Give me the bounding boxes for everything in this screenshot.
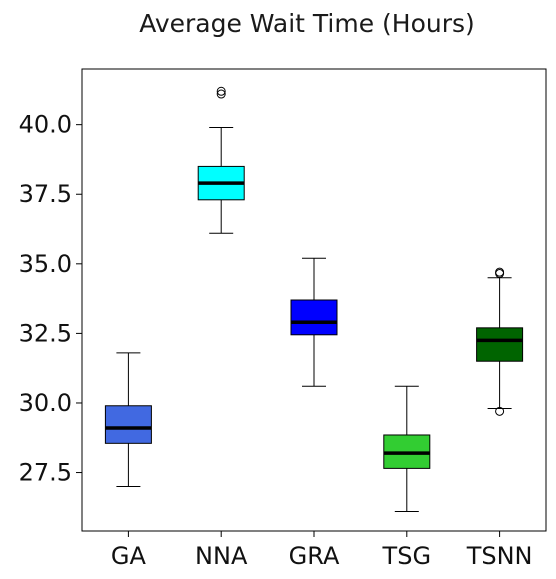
box: [290, 299, 338, 336]
outlier-point: [495, 267, 505, 277]
y-tick-label: 30.0: [19, 389, 72, 417]
box: [476, 327, 524, 362]
x-tick-label: TSG: [382, 542, 432, 570]
x-tick-label: NNA: [195, 542, 248, 570]
box-group-ga: [104, 352, 152, 487]
x-tick-label: GA: [111, 542, 147, 570]
y-axis: 27.5 30.0 32.5 35.0 37.5 40.0: [19, 111, 82, 487]
y-tick-label: 40.0: [19, 111, 72, 139]
box-group-tsg: [383, 385, 431, 513]
y-tick-label: 35.0: [19, 250, 72, 278]
plot-area: [104, 86, 524, 513]
y-tick-label: 37.5: [19, 180, 72, 208]
box: [104, 405, 152, 444]
x-tick-label: GRA: [289, 542, 340, 570]
plot-frame: [81, 68, 547, 532]
x-axis: GA NNA GRA TSG TSNN: [111, 531, 533, 570]
box-group-nna: [197, 86, 245, 234]
outlier-point: [216, 86, 226, 96]
box-group-tsnn: [476, 267, 524, 416]
box-group-gra: [290, 257, 338, 387]
y-tick-label: 27.5: [19, 459, 72, 487]
chart-title: Average Wait Time (Hours): [139, 9, 475, 38]
outlier-point: [216, 89, 226, 99]
y-tick-label: 32.5: [19, 319, 72, 347]
x-tick-label: TSNN: [466, 542, 533, 570]
outlier-point: [495, 406, 505, 416]
